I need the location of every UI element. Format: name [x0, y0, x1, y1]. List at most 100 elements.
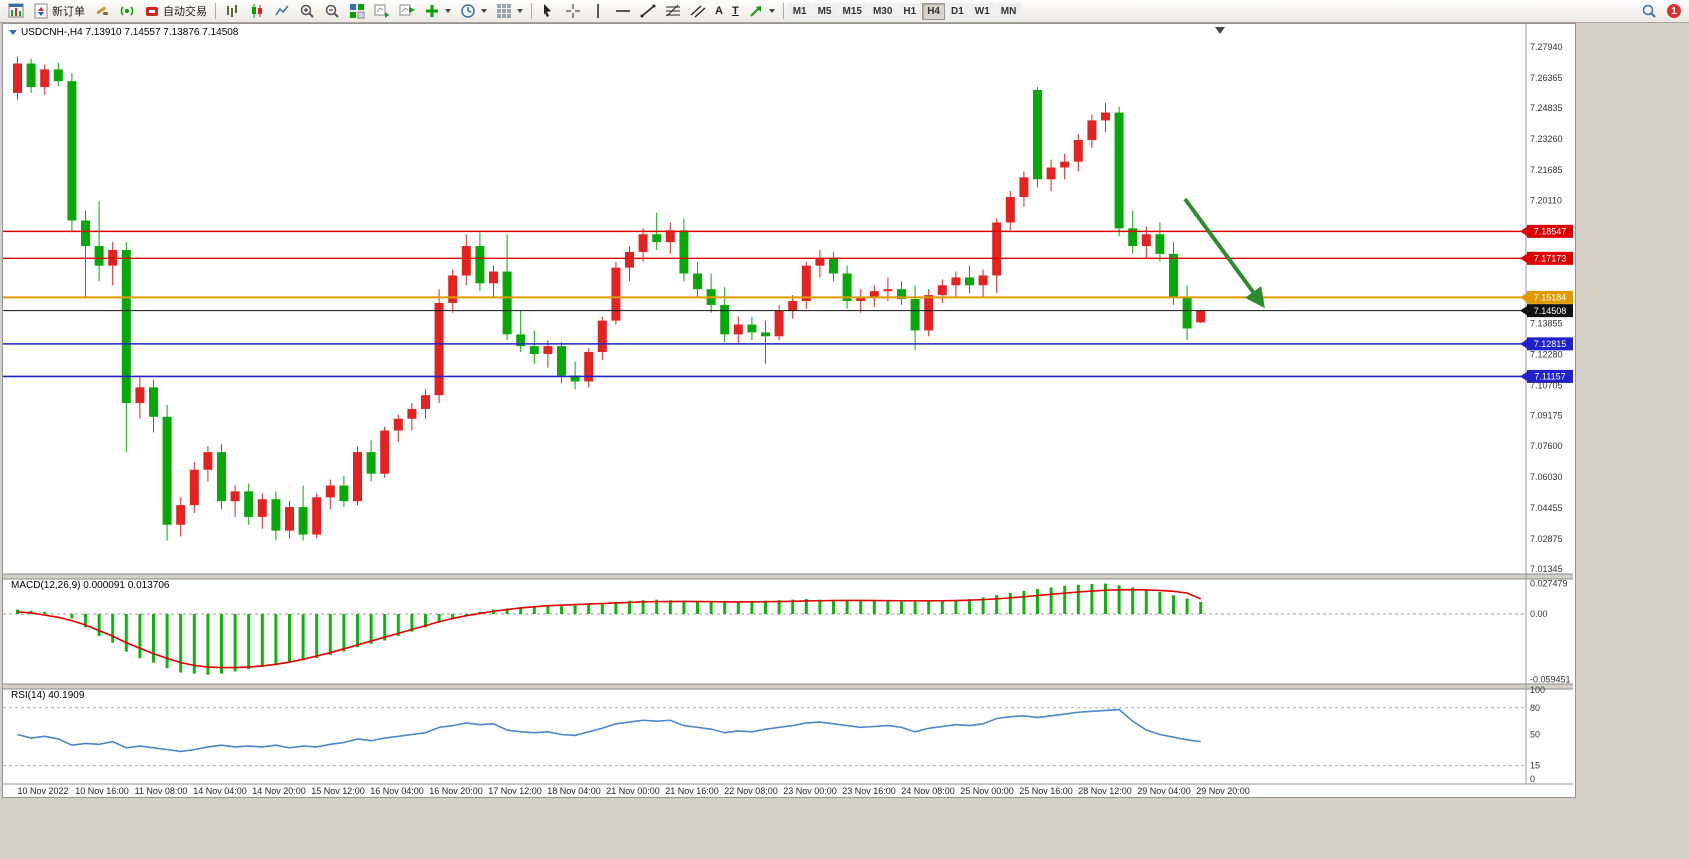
toolbar-separator — [531, 3, 532, 19]
svg-text:23 Nov 16:00: 23 Nov 16:00 — [842, 786, 896, 795]
svg-text:23 Nov 00:00: 23 Nov 00:00 — [783, 786, 837, 795]
rsi-group — [3, 707, 1524, 767]
chart-shift-button[interactable] — [395, 1, 419, 21]
svg-text:14 Nov 20:00: 14 Nov 20:00 — [252, 786, 306, 795]
timeframe-d1-button[interactable]: D1 — [946, 2, 969, 20]
timeframe-m15-button[interactable]: M15 — [837, 2, 867, 20]
svg-text:-0.059451: -0.059451 — [1530, 675, 1571, 685]
crosshair-button[interactable] — [561, 1, 585, 21]
svg-text:7.17173: 7.17173 — [1534, 254, 1567, 264]
candlestick-chart-button[interactable] — [245, 1, 269, 21]
annotation-arrow[interactable] — [1183, 197, 1265, 309]
timeframe-m1-button[interactable]: M1 — [787, 2, 812, 20]
templates-button[interactable] — [492, 1, 527, 21]
text-button[interactable]: A — [711, 1, 727, 21]
arrows-button[interactable] — [744, 1, 779, 21]
chart-window: 7.18547 7.17173 7.15184 7.12815 7.11157 7.145… — [2, 23, 1576, 798]
macd-indicator-label: MACD(12,26,9) 0.000091 0.013706 — [11, 580, 170, 591]
vertical-line-button[interactable] — [586, 1, 610, 21]
tile-windows-button[interactable] — [345, 1, 369, 21]
notification-badge[interactable]: 1 — [1667, 4, 1681, 18]
templates-icon — [497, 4, 511, 18]
macd-panel-splitter[interactable] — [3, 574, 1573, 579]
svg-text:80: 80 — [1530, 703, 1540, 713]
bar-chart-button[interactable] — [220, 1, 244, 21]
channel-button[interactable] — [686, 1, 710, 21]
svg-text:7.14508: 7.14508 — [1534, 306, 1567, 316]
toolbar: 新订单 自动交易 — [0, 0, 1689, 23]
templates-caret-icon — [517, 9, 523, 13]
timeframe-mn-button[interactable]: MN — [995, 2, 1022, 20]
new-chart-button[interactable] — [4, 1, 28, 21]
svg-text:11 Nov 08:00: 11 Nov 08:00 — [135, 786, 188, 795]
svg-text:29 Nov 04:00: 29 Nov 04:00 — [1137, 786, 1191, 795]
new-chart-icon — [8, 3, 24, 18]
zoom-in-icon — [300, 4, 314, 18]
svg-text:7.23260: 7.23260 — [1530, 134, 1563, 144]
timeframe-h1-button[interactable]: H1 — [898, 2, 922, 20]
horizontal-line-icon — [616, 10, 630, 12]
svg-text:0: 0 — [1530, 774, 1535, 784]
crosshair-icon — [566, 4, 580, 18]
tools-icon — [96, 6, 108, 15]
auto-scroll-button[interactable] — [370, 1, 394, 21]
timeframe-h4-button[interactable]: H4 — [922, 2, 945, 20]
periods-button[interactable] — [456, 1, 491, 21]
svg-text:10 Nov 16:00: 10 Nov 16:00 — [75, 786, 129, 795]
candlestick-chart-icon — [252, 4, 262, 18]
new-order-button[interactable]: 新订单 — [29, 1, 89, 21]
svg-text:0.00: 0.00 — [1530, 609, 1548, 619]
svg-text:18 Nov 04:00: 18 Nov 04:00 — [547, 786, 601, 795]
timeframe-w1-button[interactable]: W1 — [969, 2, 995, 20]
svg-text:17 Nov 12:00: 17 Nov 12:00 — [488, 786, 542, 795]
search-icon — [1642, 4, 1656, 18]
signal-button[interactable] — [115, 1, 139, 21]
svg-text:7.20110: 7.20110 — [1530, 196, 1562, 206]
trendline-icon — [640, 4, 656, 18]
channel-icon — [690, 5, 706, 18]
line-chart-icon — [275, 5, 289, 16]
timeframe-m5-button[interactable]: M5 — [812, 2, 837, 20]
arrows-icon — [749, 6, 761, 17]
svg-text:7.01345: 7.01345 — [1530, 564, 1563, 574]
svg-text:0.027479: 0.027479 — [1530, 579, 1568, 589]
svg-text:7.12815: 7.12815 — [1534, 339, 1567, 349]
svg-text:7.18547: 7.18547 — [1534, 227, 1567, 237]
svg-text:25 Nov 00:00: 25 Nov 00:00 — [960, 786, 1014, 795]
line-chart-button[interactable] — [270, 1, 294, 21]
svg-text:7.11157: 7.11157 — [1534, 372, 1565, 382]
cursor-button[interactable] — [536, 1, 560, 21]
symbol-dropdown-icon[interactable] — [9, 30, 17, 35]
chart-shift-marker[interactable] — [1215, 27, 1225, 34]
bar-chart-icon — [227, 5, 237, 17]
horizontal-line-button[interactable] — [611, 1, 635, 21]
svg-text:22 Nov 08:00: 22 Nov 08:00 — [724, 786, 778, 795]
trendline-button[interactable] — [636, 1, 660, 21]
periods-clock-icon — [461, 4, 475, 18]
svg-text:7.21685: 7.21685 — [1530, 165, 1563, 175]
fibonacci-icon — [666, 4, 680, 17]
candles-group — [13, 56, 1206, 541]
text-label-icon: T — [731, 5, 739, 17]
cursor-icon — [544, 4, 551, 17]
indicators-caret-icon — [445, 9, 451, 13]
toolbar-separator — [215, 3, 216, 19]
timeframe-m30-button[interactable]: M30 — [867, 2, 898, 20]
svg-text:7.26365: 7.26365 — [1530, 73, 1563, 83]
macd-group — [3, 583, 1524, 675]
svg-text:100: 100 — [1530, 685, 1545, 695]
svg-text:7.07600: 7.07600 — [1530, 441, 1563, 451]
zoom-in-button[interactable] — [295, 1, 319, 21]
tools-button[interactable] — [90, 1, 114, 21]
auto-trading-icon — [146, 7, 158, 16]
rsi-panel-splitter[interactable] — [3, 684, 1573, 689]
svg-text:7.24835: 7.24835 — [1530, 103, 1563, 113]
fibonacci-button[interactable] — [661, 1, 685, 21]
zoom-out-button[interactable] — [320, 1, 344, 21]
auto-trading-button[interactable]: 自动交易 — [140, 1, 211, 21]
svg-text:7.10705: 7.10705 — [1530, 380, 1563, 390]
text-label-button[interactable]: T — [728, 1, 743, 21]
svg-text:16 Nov 04:00: 16 Nov 04:00 — [370, 786, 424, 795]
search-button[interactable] — [1637, 1, 1661, 21]
indicators-button[interactable] — [420, 1, 455, 21]
